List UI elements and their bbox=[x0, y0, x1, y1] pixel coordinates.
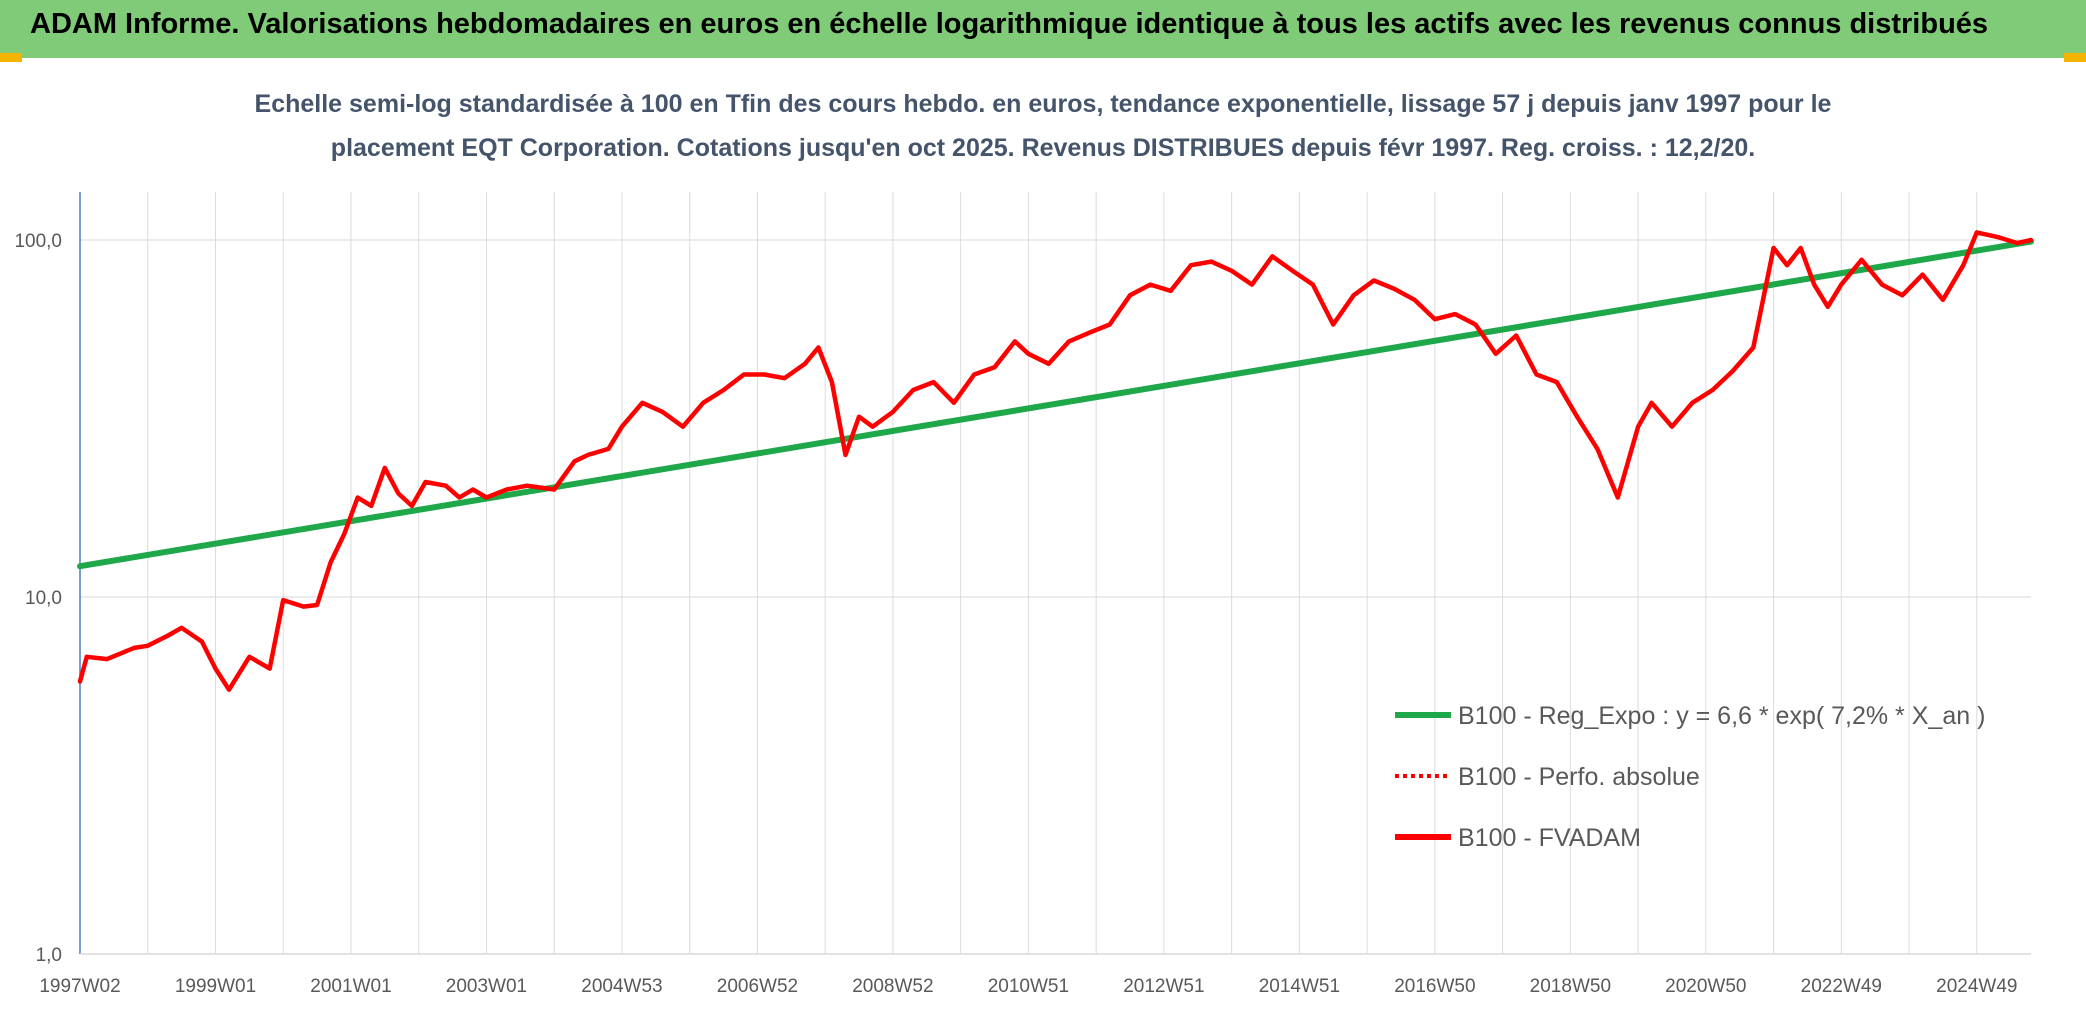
chart-frame: 100,0 10,0 1,0 1997W02 1999W01 2001W01 2003W0… bbox=[0, 62, 2086, 1033]
y-tick-label: 100,0 bbox=[14, 231, 62, 252]
legend-label-fvadam: B100 - FVADAM bbox=[1458, 824, 1641, 852]
x-tick-label: 1997W02 bbox=[39, 976, 120, 997]
x-tick-label: 2003W01 bbox=[446, 976, 527, 997]
chart-subtitle-line-2: placement EQT Corporation. Cotations jus… bbox=[331, 134, 1755, 162]
legend: B100 - Reg_Expo : y = 6,6 * exp( 7,2% * … bbox=[1395, 702, 1985, 852]
legend-label-perfo: B100 - Perfo. absolue bbox=[1458, 763, 1700, 791]
y-tick-label: 1,0 bbox=[36, 945, 62, 966]
x-tick-label: 2018W50 bbox=[1530, 976, 1611, 997]
y-tick-label: 10,0 bbox=[25, 588, 62, 609]
x-axis-ticks: 1997W02 1999W01 2001W01 2003W01 2004W53 2006W… bbox=[39, 976, 2017, 997]
chart-subtitle-line-1: Echelle semi-log standardisée à 100 en T… bbox=[255, 90, 1832, 118]
header-banner: ADAM Informe. Valorisations hebdomadaire… bbox=[0, 0, 2086, 58]
page-title: ADAM Informe. Valorisations hebdomadaire… bbox=[30, 8, 1989, 40]
fvadam-price-line bbox=[77, 230, 2034, 692]
x-tick-label: 1999W01 bbox=[175, 976, 256, 997]
x-tick-label: 2010W51 bbox=[988, 976, 1069, 997]
gridlines bbox=[79, 192, 2031, 955]
chart-area: 100,0 10,0 1,0 1997W02 1999W01 2001W01 2003W0… bbox=[14, 90, 2034, 997]
legend-label-regression: B100 - Reg_Expo : y = 6,6 * exp( 7,2% * … bbox=[1458, 702, 1985, 730]
series-layer bbox=[77, 230, 2034, 692]
x-tick-label: 2022W49 bbox=[1801, 976, 1882, 997]
x-tick-label: 2004W53 bbox=[581, 976, 662, 997]
x-tick-label: 2024W49 bbox=[1936, 976, 2017, 997]
y-axis-ticks: 100,0 10,0 1,0 bbox=[14, 231, 62, 966]
x-tick-label: 2008W52 bbox=[852, 976, 933, 997]
x-tick-label: 2014W51 bbox=[1259, 976, 1340, 997]
x-tick-label: 2020W50 bbox=[1665, 976, 1746, 997]
x-tick-label: 2006W52 bbox=[717, 976, 798, 997]
x-tick-label: 2016W50 bbox=[1394, 976, 1475, 997]
x-tick-label: 2012W51 bbox=[1123, 976, 1204, 997]
regression-trend-line bbox=[77, 238, 2034, 570]
x-tick-label: 2001W01 bbox=[310, 976, 391, 997]
